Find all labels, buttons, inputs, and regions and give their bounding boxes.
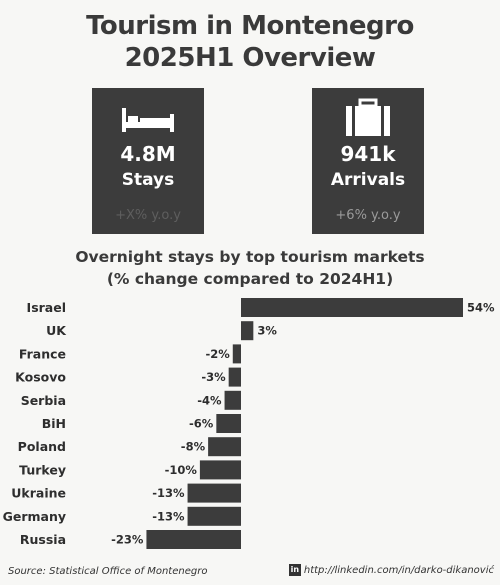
bar-turkey [199,460,241,480]
category-label-turkey: Turkey [19,462,66,477]
suitcase-icon [346,98,390,136]
bar-germany [187,506,241,526]
value-label-turkey: -10% [165,463,198,477]
bar-chart: Israel 54% UK 3% France -2% Kosovo -3% Serbia -4%… [3,298,495,549]
value-label-poland: -8% [181,440,206,454]
bar-france [232,344,241,364]
source-note: Source: Statistical Office of Montenegro [8,566,208,577]
value-label-uk: 3% [257,324,277,338]
category-label-poland: Poland [18,439,66,454]
value-label-russia: -23% [111,533,144,547]
value-label-france: -2% [205,347,230,361]
footer-link[interactable]: in http://linkedin.com/in/darko-dikanovi… [288,564,494,576]
chart-title-line-1: Overnight stays by top tourism markets [75,248,425,266]
stays-value: 4.8M [120,142,176,166]
stays-card: 4.8M Stays +X% y.o.y [92,88,204,234]
value-label-serbia: -4% [197,393,222,407]
bar-uk [241,321,254,341]
stays-change: +X% y.o.y [115,208,181,223]
bar-israel [241,298,463,317]
bar-bih [216,414,241,433]
linkedin-icon: in [288,564,301,576]
category-label-uk: UK [46,323,67,338]
page-title: Tourism in Montenegro 2025H1 Overview [0,10,500,74]
bar-kosovo [228,367,241,387]
value-label-israel: 54% [467,301,495,315]
value-label-germany: -13% [152,509,185,523]
category-label-russia: Russia [20,532,66,547]
category-label-kosovo: Kosovo [15,370,66,385]
footer-link-text[interactable]: http://linkedin.com/in/darko-dikanović [303,564,494,576]
arrivals-change: +6% y.o.y [335,208,401,223]
bar-russia [146,530,241,549]
value-label-kosovo: -3% [201,370,226,384]
category-label-france: France [19,346,66,361]
category-label-israel: Israel [27,300,66,315]
category-label-ukraine: Ukraine [11,486,66,501]
stays-label: Stays [121,170,175,190]
value-label-bih: -6% [189,417,214,431]
category-label-serbia: Serbia [21,393,66,408]
chart-title: Overnight stays by top tourism markets (… [0,246,500,290]
arrivals-value: 941k [340,142,396,166]
bed-icon [122,108,174,132]
title-line-1: Tourism in Montenegro [86,11,414,41]
category-label-germany: Germany [3,509,66,524]
category-label-bih: BiH [42,416,66,431]
bar-ukraine [187,483,241,503]
title-line-2: 2025H1 Overview [124,43,376,73]
arrivals-label: Arrivals [330,170,406,190]
value-label-ukraine: -13% [152,486,185,500]
bar-poland [208,437,241,457]
bar-serbia [224,390,241,410]
arrivals-card: 941k Arrivals +6% y.o.y [312,88,424,234]
chart-title-line-2: (% change compared to 2024H1) [106,270,394,288]
